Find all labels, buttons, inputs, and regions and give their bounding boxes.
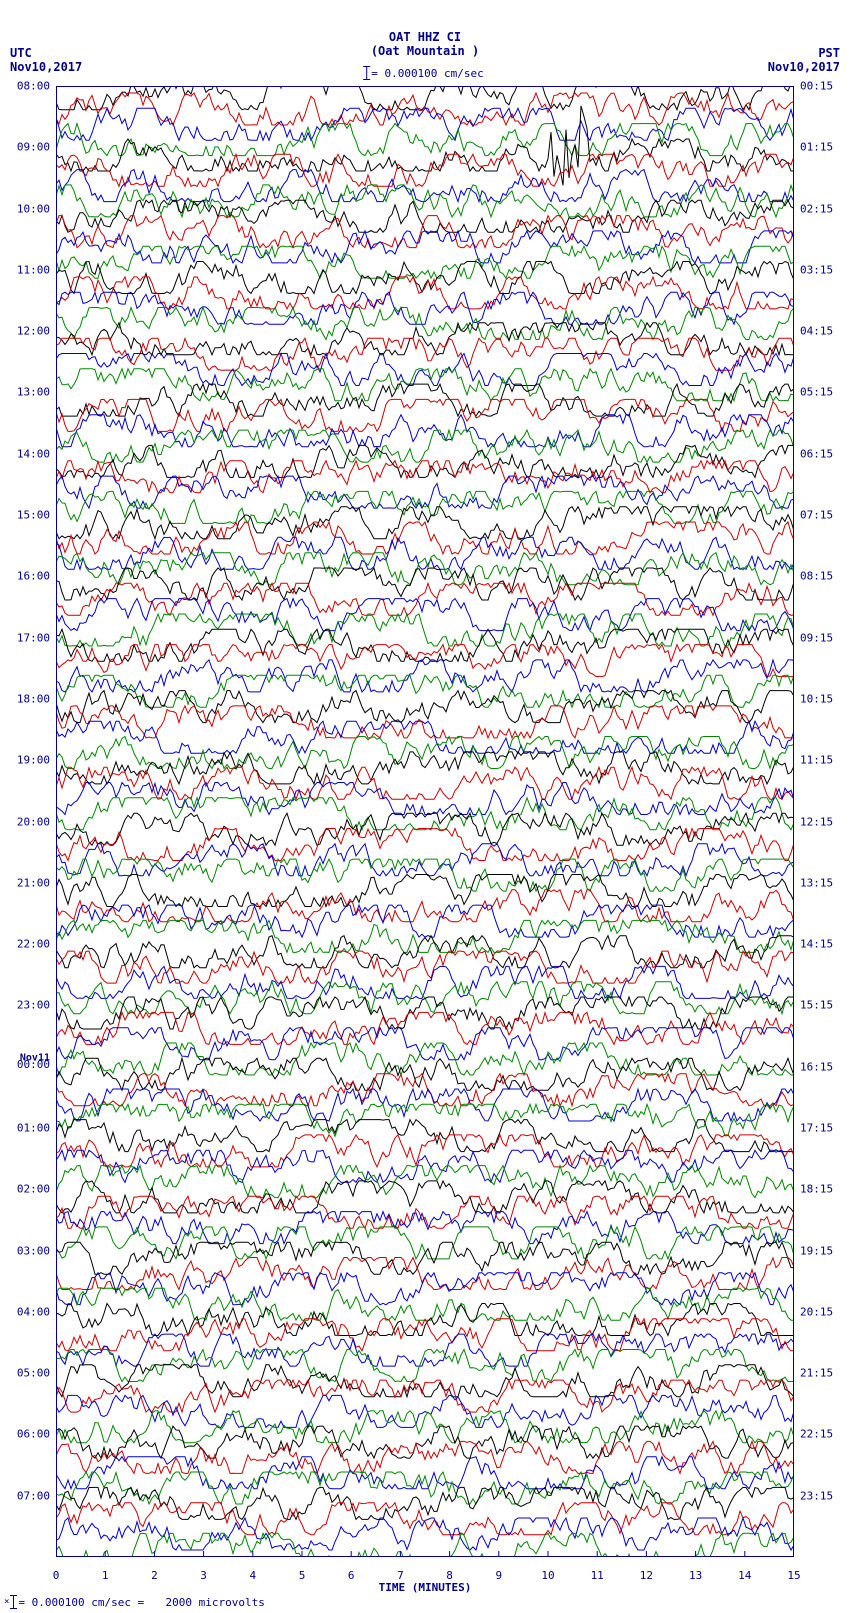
tz-left-date: Nov10,2017 <box>10 60 82 74</box>
utc-time-label: 06:00 <box>0 1428 54 1441</box>
utc-time-label: 22:00 <box>0 938 54 951</box>
utc-time-label: 05:00 <box>0 1367 54 1380</box>
x-tick-label: 13 <box>689 1569 702 1582</box>
pst-time-label: 10:15 <box>796 692 850 705</box>
utc-time-label: 07:00 <box>0 1489 54 1502</box>
pst-time-label: 21:15 <box>796 1367 850 1380</box>
utc-time-label: 15:00 <box>0 509 54 522</box>
utc-time-label: 03:00 <box>0 1244 54 1257</box>
pst-time-label: 06:15 <box>796 447 850 460</box>
scale-bar-icon <box>366 66 367 80</box>
x-axis-title: TIME (MINUTES) <box>379 1581 472 1594</box>
pst-time-label: 12:15 <box>796 815 850 828</box>
helicorder-plot <box>56 86 794 1557</box>
pst-time-label: 23:15 <box>796 1489 850 1502</box>
pst-time-label: 16:15 <box>796 1060 850 1073</box>
x-tick-label: 2 <box>151 1569 158 1582</box>
utc-time-label: 17:00 <box>0 631 54 644</box>
utc-time-label: 14:00 <box>0 447 54 460</box>
pst-time-label: 15:15 <box>796 999 850 1012</box>
x-tick-label: 10 <box>541 1569 554 1582</box>
pst-time-label: 11:15 <box>796 754 850 767</box>
utc-time-label: 11:00 <box>0 263 54 276</box>
footer-scale-text: = 0.000100 cm/sec = <box>18 1596 144 1609</box>
x-tick-label: 12 <box>640 1569 653 1582</box>
utc-time-label: 08:00 <box>0 80 54 93</box>
x-tick-label: 8 <box>446 1569 453 1582</box>
station-code: OAT HHZ CI <box>371 30 479 44</box>
pst-time-label: 00:15 <box>796 80 850 93</box>
utc-time-label: 20:00 <box>0 815 54 828</box>
utc-time-label: 13:00 <box>0 386 54 399</box>
pst-time-label: 05:15 <box>796 386 850 399</box>
pst-time-label: 14:15 <box>796 938 850 951</box>
x-tick-label: 0 <box>53 1569 60 1582</box>
station-title: OAT HHZ CI (Oat Mountain ) <box>371 30 479 58</box>
tz-right-date: Nov10,2017 <box>768 60 840 74</box>
utc-time-label: Nov1100:00 <box>0 1058 54 1071</box>
footer-microvolts: 2000 microvolts <box>166 1596 265 1609</box>
tz-right-label: PST <box>768 46 840 60</box>
timezone-left: UTC Nov10,2017 <box>10 46 82 74</box>
pst-time-label: 17:15 <box>796 1121 850 1134</box>
left-time-axis: 08:0009:0010:0011:0012:0013:0014:0015:00… <box>0 86 54 1557</box>
utc-time-label: 09:00 <box>0 141 54 154</box>
utc-time-label: 16:00 <box>0 570 54 583</box>
tz-left-label: UTC <box>10 46 82 60</box>
x-axis: TIME (MINUTES) 0123456789101112131415 <box>56 1557 794 1585</box>
utc-time-label: 04:00 <box>0 1305 54 1318</box>
chart-header: OAT HHZ CI (Oat Mountain ) = 0.000100 cm… <box>0 0 850 80</box>
pst-time-label: 03:15 <box>796 263 850 276</box>
scale-text: = 0.000100 cm/sec <box>371 67 484 80</box>
helicorder-svg <box>56 86 794 1557</box>
utc-time-label: 02:00 <box>0 1183 54 1196</box>
scale-indicator: = 0.000100 cm/sec <box>366 66 484 80</box>
x-tick-label: 11 <box>591 1569 604 1582</box>
pst-time-label: 04:15 <box>796 325 850 338</box>
pst-time-label: 19:15 <box>796 1244 850 1257</box>
x-tick-label: 9 <box>495 1569 502 1582</box>
timezone-right: PST Nov10,2017 <box>768 46 840 74</box>
utc-time-label: 12:00 <box>0 325 54 338</box>
x-tick-label: 15 <box>787 1569 800 1582</box>
utc-time-label: 21:00 <box>0 876 54 889</box>
x-tick-label: 4 <box>249 1569 256 1582</box>
pst-time-label: 02:15 <box>796 202 850 215</box>
x-tick-label: 3 <box>200 1569 207 1582</box>
pst-time-label: 13:15 <box>796 876 850 889</box>
utc-time-label: 10:00 <box>0 202 54 215</box>
right-time-axis: 00:1501:1502:1503:1504:1505:1506:1507:15… <box>796 86 850 1557</box>
station-name: (Oat Mountain ) <box>371 44 479 58</box>
pst-time-label: 08:15 <box>796 570 850 583</box>
x-tick-label: 14 <box>738 1569 751 1582</box>
pst-time-label: 18:15 <box>796 1183 850 1196</box>
footer-scale: × = 0.000100 cm/sec = 2000 microvolts <box>4 1595 265 1609</box>
pst-time-label: 01:15 <box>796 141 850 154</box>
pst-time-label: 20:15 <box>796 1305 850 1318</box>
utc-time-label: 18:00 <box>0 692 54 705</box>
pst-time-label: 22:15 <box>796 1428 850 1441</box>
utc-time-label: 01:00 <box>0 1121 54 1134</box>
x-tick-label: 1 <box>102 1569 109 1582</box>
x-tick-label: 7 <box>397 1569 404 1582</box>
utc-time-label: 23:00 <box>0 999 54 1012</box>
pst-time-label: 09:15 <box>796 631 850 644</box>
scale-bar-icon <box>13 1595 14 1609</box>
x-tick-label: 5 <box>299 1569 306 1582</box>
pst-time-label: 07:15 <box>796 509 850 522</box>
utc-time-label: 19:00 <box>0 754 54 767</box>
x-tick-label: 6 <box>348 1569 355 1582</box>
